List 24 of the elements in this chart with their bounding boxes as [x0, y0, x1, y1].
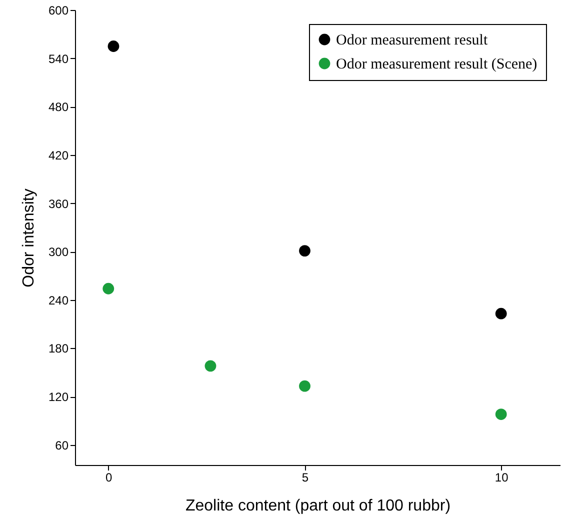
y-tick-label: 360 [48, 196, 69, 211]
legend-label: Odor measurement result [336, 32, 488, 48]
point [108, 40, 120, 52]
legend-label: Odor measurement result (Scene) [336, 56, 538, 72]
x-axis-title: Zeolite content (part out of 100 rubbr) [185, 498, 451, 514]
y-tick-label: 600 [48, 4, 69, 18]
y-tick-label: 180 [48, 342, 69, 356]
y-tick-label: 480 [48, 100, 69, 114]
x-tick-label: 5 [302, 470, 309, 484]
y-axis-title: Odor intensity [20, 188, 38, 288]
point [204, 360, 216, 372]
y-tick-label: 420 [48, 148, 69, 162]
y-tick-label: 540 [48, 52, 69, 66]
y-tick-label: 120 [48, 390, 69, 404]
x-tick-label: 0 [106, 470, 113, 484]
y-tick-label: 300 [48, 245, 69, 260]
y-tick-label: 240 [48, 293, 69, 308]
point [495, 408, 507, 420]
point [299, 380, 310, 392]
point [495, 308, 507, 320]
y-tick-label: 60 [55, 438, 69, 452]
x-tick-label: 10 [494, 470, 509, 484]
point [299, 245, 310, 256]
point [102, 282, 114, 294]
